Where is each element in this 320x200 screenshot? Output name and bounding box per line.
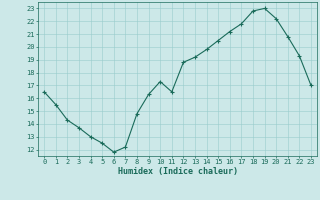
X-axis label: Humidex (Indice chaleur): Humidex (Indice chaleur) bbox=[118, 167, 238, 176]
